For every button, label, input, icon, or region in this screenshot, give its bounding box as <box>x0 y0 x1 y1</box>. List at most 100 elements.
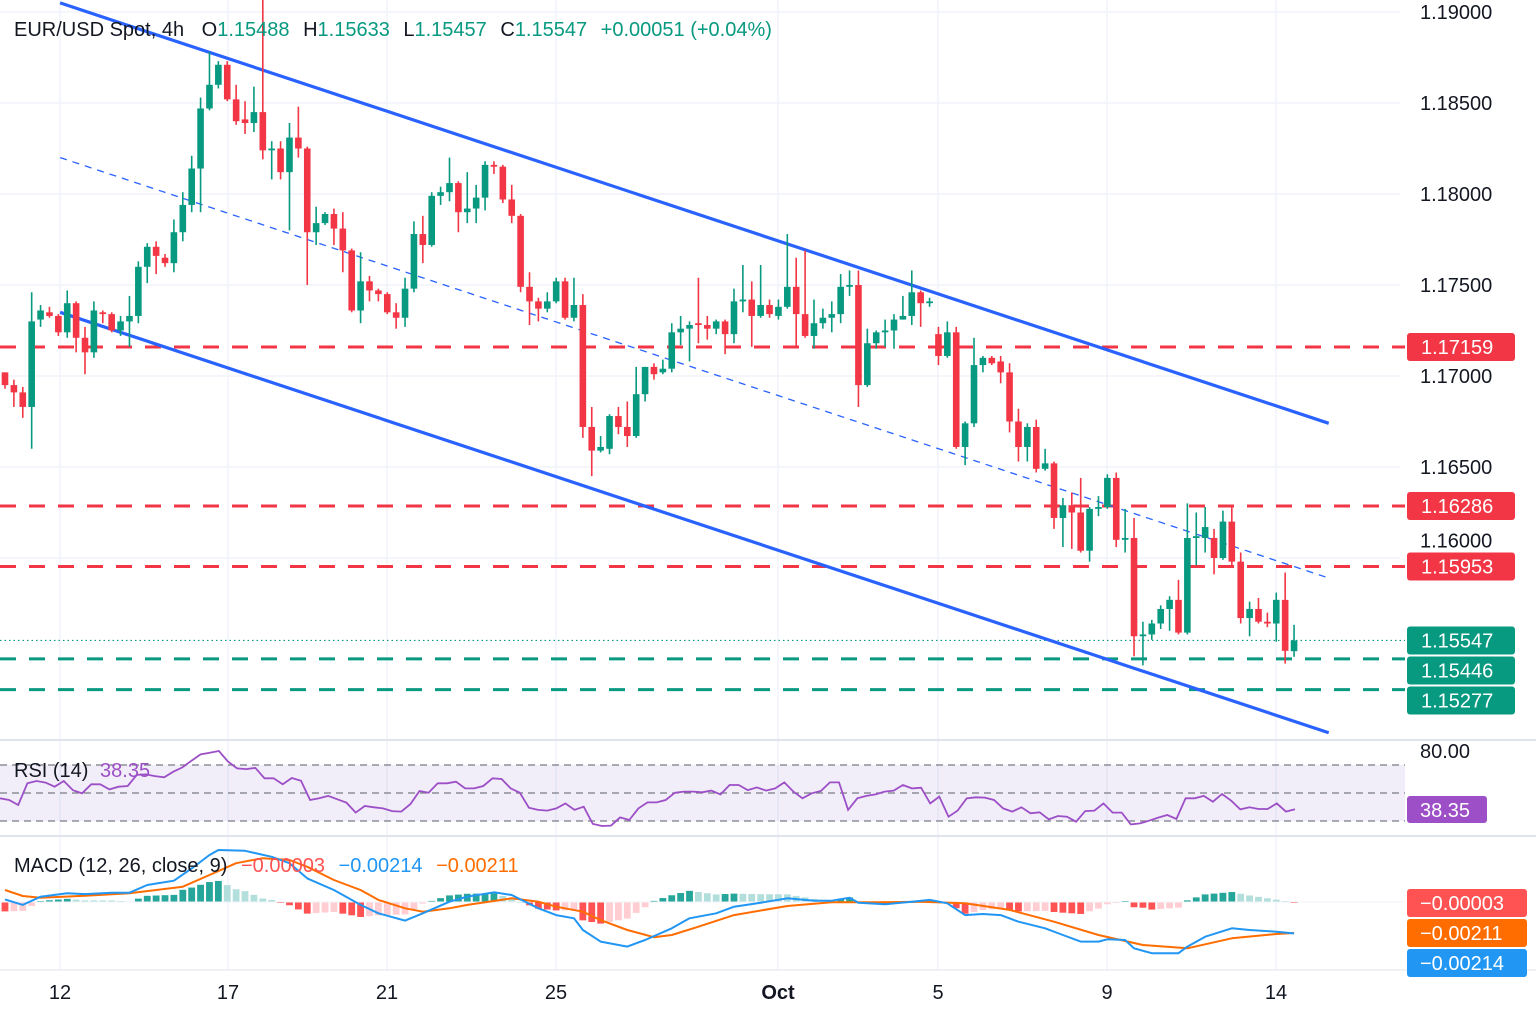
macd-histogram-bar <box>597 902 605 924</box>
macd-histogram-bar <box>63 898 71 902</box>
macd-histogram-bar <box>490 893 498 902</box>
candle <box>792 257 800 347</box>
support-level-label-bg <box>1407 656 1515 685</box>
candle-body <box>1130 537 1138 637</box>
candle-body <box>366 281 373 291</box>
candle-body <box>1112 477 1120 540</box>
candle <box>1050 461 1058 529</box>
macd-histogram-bar <box>46 900 53 902</box>
candle-body <box>872 332 880 344</box>
rsi-axis-tick: 80.00 <box>1420 741 1470 763</box>
candle <box>455 181 462 233</box>
macd-histogram-bar <box>383 902 391 916</box>
macd-histogram-bar <box>1041 902 1049 911</box>
candle-body <box>215 64 222 85</box>
candle-body <box>37 310 44 320</box>
candle-body <box>330 214 338 229</box>
macd-histogram-bar <box>170 894 178 902</box>
candle <box>775 299 782 320</box>
candle <box>757 264 764 318</box>
candle <box>10 379 18 407</box>
rsi-pane <box>0 750 1405 827</box>
macd-histogram-bar <box>1130 902 1138 908</box>
candle-body <box>1148 623 1156 635</box>
candle <box>1104 474 1111 509</box>
ohlc-legend[interactable]: EUR/USD Spot, 4h O1.15488 H1.15633 L1.15… <box>14 19 772 41</box>
candle-body <box>997 361 1004 373</box>
candle <box>632 366 640 438</box>
low-label: L <box>403 19 414 41</box>
candle-body <box>117 321 124 331</box>
candle-body <box>677 328 684 333</box>
macd-histogram-bar <box>223 885 231 902</box>
macd-histogram-bar <box>179 889 187 902</box>
candle <box>730 288 738 344</box>
candle-body <box>917 292 924 304</box>
macd-histogram-bar <box>357 902 364 917</box>
candle-body <box>615 416 622 427</box>
macd-histogram-bar <box>312 902 320 914</box>
candle <box>446 157 453 202</box>
macd-histogram-bar <box>1237 893 1245 902</box>
candle <box>1032 419 1040 473</box>
candle <box>641 366 649 402</box>
macd-histogram-bar <box>695 891 702 902</box>
macd-legend[interactable]: MACD (12, 26, close, 9) −0.00003 −0.0021… <box>14 855 519 877</box>
macd-histogram-bar <box>775 894 782 902</box>
candle-body <box>988 357 996 364</box>
macd-histogram-bar <box>739 893 747 902</box>
candle <box>126 295 133 347</box>
candle <box>1041 448 1049 471</box>
candle-body <box>1237 561 1245 619</box>
candle-body <box>46 312 53 316</box>
candle-body <box>410 234 418 289</box>
candle <box>1157 605 1164 629</box>
candle-body <box>704 325 711 329</box>
macd-histogram-bar <box>108 900 116 902</box>
candle <box>1112 472 1120 548</box>
macd-histogram-bar <box>730 893 738 902</box>
resistance-level-label: 1.17159 <box>1421 337 1493 359</box>
macd-histogram-bar <box>1183 900 1191 902</box>
open-value: 1.15488 <box>217 19 289 41</box>
candle <box>19 386 27 418</box>
price-axis[interactable]: 1.19000 1.18500 1.18000 1.17500 1.17000 … <box>1420 2 1492 553</box>
macd-histogram-bar <box>481 893 489 902</box>
macd-histogram-bar <box>668 895 676 902</box>
candle <box>348 248 356 313</box>
high-value: 1.15633 <box>318 19 390 41</box>
candle-body <box>1059 505 1067 518</box>
candle-body <box>1050 463 1058 518</box>
rsi-legend[interactable]: RSI (14) 38.35 <box>14 760 150 782</box>
macd-histogram-bar <box>703 893 711 902</box>
candle-body <box>570 305 578 318</box>
macd-histogram-bar <box>339 902 347 914</box>
candle-body <box>108 314 115 331</box>
candle-body <box>321 214 329 224</box>
time-axis[interactable]: 12 17 21 25 Oct 5 9 14 <box>49 982 1287 1004</box>
macd-histogram-bar <box>232 889 240 902</box>
macd-histogram-bar <box>90 900 98 902</box>
candle <box>828 301 836 333</box>
macd-histogram-bar <box>1 902 9 912</box>
macd-histogram-bar <box>1023 902 1031 912</box>
macd-histogram-bar <box>1272 899 1280 902</box>
macd-histogram-bar <box>632 902 640 913</box>
candle <box>517 214 524 293</box>
macd-histogram-bar <box>206 882 213 902</box>
candle <box>135 261 142 324</box>
candle <box>970 337 978 427</box>
hist-value-label-bg <box>1407 889 1527 917</box>
close-value: 1.15547 <box>515 19 587 41</box>
candle <box>250 86 258 133</box>
candle <box>1015 408 1022 462</box>
candle <box>712 319 720 335</box>
candle <box>952 326 960 449</box>
candle <box>855 270 862 407</box>
candle <box>383 292 391 315</box>
candle-body <box>481 164 489 198</box>
candle-body <box>517 215 524 287</box>
candle-body <box>1086 508 1093 551</box>
candle-body <box>1255 608 1262 622</box>
